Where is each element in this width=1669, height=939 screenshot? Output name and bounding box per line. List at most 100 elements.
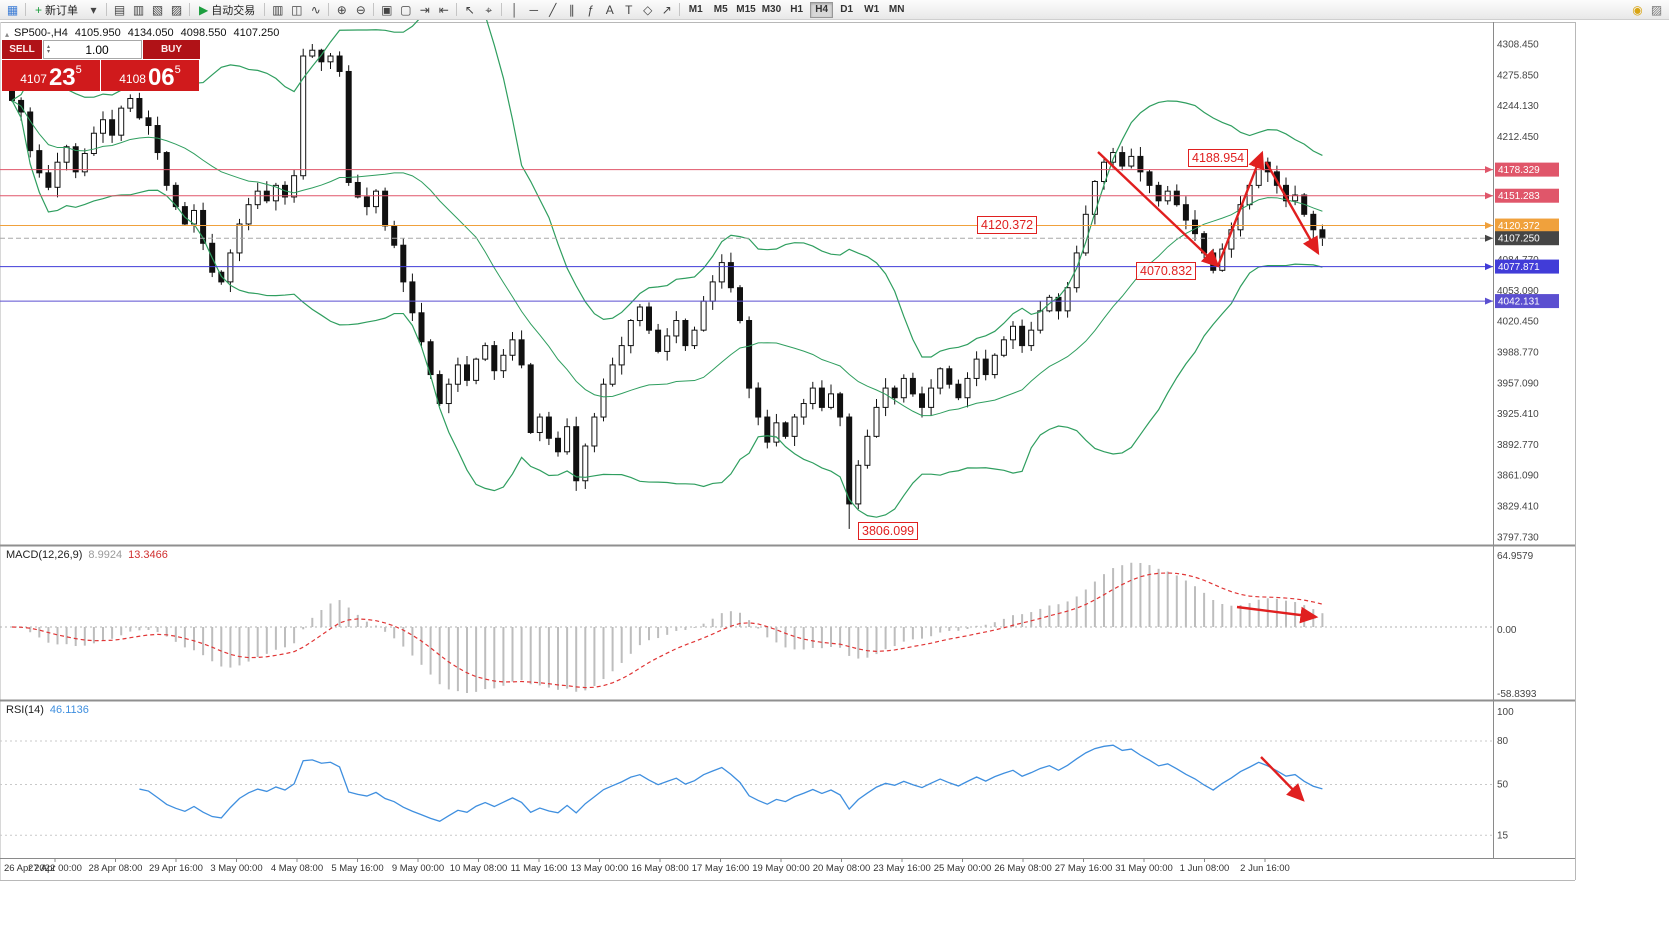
candle-body[interactable] — [618, 345, 625, 366]
candle-body[interactable] — [609, 364, 616, 385]
candle-body[interactable] — [664, 335, 671, 352]
terminal-panel-icon[interactable]: ▨ — [167, 1, 186, 18]
candle-body[interactable] — [191, 209, 197, 225]
candle-body[interactable] — [454, 364, 461, 385]
candle-body[interactable] — [1010, 325, 1016, 341]
new-order-button[interactable]: + 新订单 — [29, 1, 84, 18]
timeframe-h1-button[interactable]: H1 — [785, 1, 808, 18]
text-icon[interactable]: T — [619, 1, 638, 18]
candle-body[interactable] — [100, 119, 106, 134]
candle-body[interactable] — [1146, 171, 1153, 186]
candle-body[interactable] — [1155, 184, 1162, 202]
candle-body[interactable] — [81, 153, 88, 173]
candle-body[interactable] — [700, 300, 707, 331]
candle-body[interactable] — [855, 464, 862, 505]
candle-body[interactable] — [327, 55, 334, 63]
line-chart-icon[interactable]: ∿ — [306, 1, 325, 18]
candle-body[interactable] — [54, 161, 61, 188]
new-order-dropdown-icon[interactable]: ▾ — [84, 1, 103, 18]
candle-body[interactable] — [564, 426, 571, 453]
candle-body[interactable] — [536, 416, 543, 433]
candlestick-chart-icon[interactable]: ◫ — [287, 1, 306, 18]
tile-windows-icon[interactable]: ▣ — [377, 1, 396, 18]
channel-icon[interactable]: ∥ — [562, 1, 581, 18]
trend-arrow[interactable] — [1264, 161, 1320, 256]
candle-body[interactable] — [1091, 181, 1098, 215]
candle-body[interactable] — [955, 383, 962, 399]
candle-body[interactable] — [482, 345, 489, 360]
timeframe-m1-button[interactable]: M1 — [684, 1, 707, 18]
candle-body[interactable] — [1137, 155, 1144, 173]
candle-body[interactable] — [136, 97, 143, 119]
candle-body[interactable] — [373, 190, 379, 208]
price-annotation[interactable]: 4120.372 — [977, 216, 1038, 234]
candle-body[interactable] — [127, 97, 134, 109]
volume-down-icon[interactable]: ▾ — [47, 48, 51, 55]
candle-body[interactable] — [1128, 155, 1135, 167]
candle-body[interactable] — [109, 119, 116, 136]
candle-body[interactable] — [363, 196, 370, 208]
sell-button[interactable]: SELL — [2, 40, 42, 59]
candle-body[interactable] — [1000, 339, 1007, 356]
terminal-icon[interactable]: ▦ — [3, 1, 22, 18]
candle-body[interactable] — [982, 358, 989, 376]
candle-body[interactable] — [90, 132, 97, 155]
candle-body[interactable] — [500, 354, 507, 372]
candle-body[interactable] — [837, 393, 844, 418]
candle-body[interactable] — [636, 306, 643, 322]
price-annotation[interactable]: 4188.954 — [1188, 149, 1249, 167]
candle-body[interactable] — [1055, 296, 1062, 312]
candle-body[interactable] — [1110, 152, 1117, 163]
candle-body[interactable] — [655, 329, 662, 352]
price-annotation[interactable]: 4070.832 — [1136, 262, 1197, 280]
timeframe-m15-button[interactable]: M15 — [734, 1, 757, 18]
candle-body[interactable] — [391, 225, 398, 246]
auto-scroll-icon[interactable]: ⇥ — [415, 1, 434, 18]
chart-shift-icon[interactable]: ⇤ — [434, 1, 453, 18]
navigator-icon[interactable]: ▧ — [148, 1, 167, 18]
candle-body[interactable] — [919, 393, 925, 408]
candle-body[interactable] — [1064, 287, 1071, 312]
candle-body[interactable] — [773, 422, 780, 443]
candle-body[interactable] — [163, 152, 170, 186]
candle-body[interactable] — [737, 287, 743, 322]
horizontal-line-icon[interactable]: ─ — [524, 1, 543, 18]
candle-body[interactable] — [409, 281, 416, 314]
market-watch-icon[interactable]: ▤ — [110, 1, 129, 18]
volume-up-icon[interactable]: ▴ — [47, 43, 51, 50]
cursor-icon[interactable]: ↖ — [460, 1, 479, 18]
candle-body[interactable] — [545, 416, 552, 439]
fibonacci-icon[interactable]: ƒ — [581, 1, 600, 18]
candle-body[interactable] — [782, 422, 789, 437]
text-label-icon[interactable]: A — [600, 1, 619, 18]
candle-body[interactable] — [746, 320, 753, 389]
timeframe-m30-button[interactable]: M30 — [760, 1, 783, 18]
candle-body[interactable] — [573, 426, 580, 482]
candle-body[interactable] — [991, 354, 998, 376]
candle-body[interactable] — [527, 364, 534, 433]
trend-arrow[interactable] — [1260, 756, 1305, 802]
candle-body[interactable] — [627, 320, 634, 347]
candle-body[interactable] — [400, 244, 407, 283]
candle-body[interactable] — [818, 387, 825, 408]
candle-body[interactable] — [809, 387, 816, 405]
candle-body[interactable] — [600, 383, 607, 418]
arrows-icon[interactable]: ↗ — [657, 1, 676, 18]
candle-body[interactable] — [846, 416, 853, 505]
one-click-collapse-icon[interactable]: ▴ — [5, 30, 10, 39]
candle-body[interactable] — [27, 111, 34, 152]
candle-body[interactable] — [800, 403, 807, 418]
trendline-icon[interactable]: ╱ — [543, 1, 562, 18]
candle-body[interactable] — [727, 262, 734, 289]
candle-body[interactable] — [473, 358, 480, 381]
candle-body[interactable] — [318, 49, 325, 63]
timeframe-w1-button[interactable]: W1 — [860, 1, 883, 18]
timeframe-m5-button[interactable]: M5 — [709, 1, 732, 18]
candle-body[interactable] — [1319, 229, 1326, 239]
price-annotation[interactable]: 3806.099 — [858, 522, 919, 540]
community-icon[interactable]: ◉ — [1628, 1, 1647, 18]
candle-body[interactable] — [1028, 329, 1035, 347]
volume-field[interactable]: ▴ ▾ — [43, 40, 142, 59]
candle-body[interactable] — [646, 306, 652, 331]
bar-chart-icon[interactable]: ▥ — [268, 1, 287, 18]
